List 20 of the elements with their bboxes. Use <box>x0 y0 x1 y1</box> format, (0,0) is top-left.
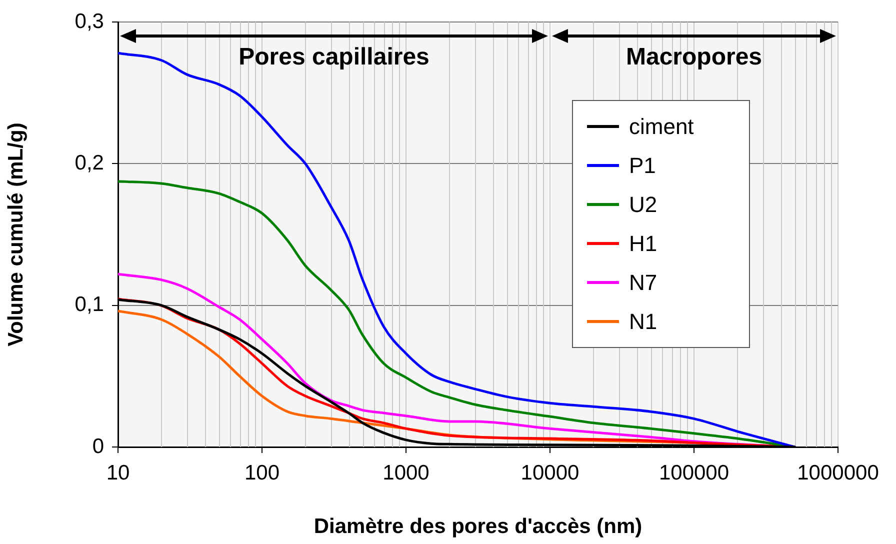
legend-label: P1 <box>629 152 656 178</box>
band-label: Macropores <box>626 44 762 71</box>
legend-label: N7 <box>629 270 658 296</box>
x-tick-label: 100000 <box>658 461 730 484</box>
x-tick-label: 10000 <box>520 461 580 484</box>
legend-label: ciment <box>629 114 694 140</box>
y-tick-label: 0,2 <box>74 151 104 174</box>
x-axis-title: Diamètre des pores d'accès (nm) <box>314 515 642 538</box>
band-label: Pores capillaires <box>238 44 430 71</box>
x-tick-label: 100 <box>244 461 280 484</box>
y-tick-label: 0 <box>92 434 104 458</box>
x-tick-label: 10 <box>106 461 130 484</box>
legend-label: N1 <box>629 308 658 334</box>
y-tick-label: 0,1 <box>74 293 104 316</box>
x-tick-label: 1000 <box>382 461 430 484</box>
y-axis-title: Volume cumulé (mL/g) <box>4 122 28 346</box>
y-tick-label: 0,3 <box>74 10 104 33</box>
legend-label: H1 <box>629 230 658 256</box>
legend-label: U2 <box>629 192 658 218</box>
x-tick-label: 1000000 <box>797 461 879 484</box>
